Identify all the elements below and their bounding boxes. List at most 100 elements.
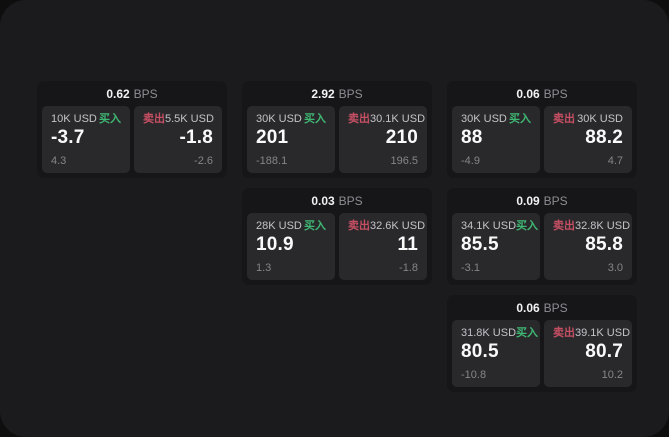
sell-side-tile[interactable]: 卖出 32.8K USD 85.8 3.0 xyxy=(544,213,632,280)
sell-toprow: 卖出 30K USD xyxy=(553,114,623,125)
sell-tag: 卖出 xyxy=(553,113,575,125)
bps-unit-label: BPS xyxy=(543,300,568,315)
buy-tag: 买入 xyxy=(516,220,539,232)
sell-tag: 卖出 xyxy=(553,220,575,232)
bps-header: 2.92 BPS xyxy=(247,81,427,106)
buy-price-value: -3.7 xyxy=(51,127,85,148)
buy-toprow: 30K USD 买入 xyxy=(461,114,531,125)
bps-header: 0.06 BPS xyxy=(452,295,632,320)
buy-tag: 买入 xyxy=(516,327,539,339)
sell-amount-label: 30K USD xyxy=(577,113,623,125)
sell-delta-value: 10.2 xyxy=(601,369,623,381)
buy-delta-value: -3.1 xyxy=(461,262,480,274)
sell-delta-value: 3.0 xyxy=(607,262,623,274)
quote-card-body: 10K USD 买入 -3.7 4.3 卖出 5.5K USD -1.8 -2.… xyxy=(42,106,222,173)
buy-side-tile[interactable]: 31.8K USD 买入 80.5 -10.8 xyxy=(452,320,540,387)
sell-toprow: 卖出 39.1K USD xyxy=(553,327,630,339)
buy-toprow: 30K USD 买入 xyxy=(256,114,326,125)
sell-toprow: 卖出 5.5K USD xyxy=(143,113,214,125)
buy-side-tile[interactable]: 10K USD 买入 -3.7 4.3 xyxy=(42,106,130,173)
buy-amount-label: 30K USD xyxy=(256,113,302,125)
buy-tag: 买入 xyxy=(304,220,326,232)
bps-header: 0.09 BPS xyxy=(452,188,632,213)
buy-delta-value: -10.8 xyxy=(461,369,487,381)
sell-side-tile[interactable]: 卖出 5.5K USD -1.8 -2.6 xyxy=(134,106,222,173)
buy-side-tile[interactable]: 28K USD 买入 10.9 1.3 xyxy=(247,213,335,280)
bps-header: 0.62 BPS xyxy=(42,81,222,106)
buy-amount-label: 30K USD xyxy=(461,113,507,125)
bps-unit-label: BPS xyxy=(543,86,568,101)
buy-delta-value: -4.9 xyxy=(461,155,480,167)
buy-delta-value: -188.1 xyxy=(256,155,288,167)
sell-price-value: -1.8 xyxy=(179,127,213,148)
sell-amount-label: 32.6K USD xyxy=(370,220,426,232)
quote-card-body: 31.8K USD 买入 80.5 -10.8 卖出 39.1K USD 80.… xyxy=(452,320,632,387)
sell-amount-label: 32.8K USD xyxy=(575,220,631,232)
bps-value: 0.06 xyxy=(516,300,540,315)
sell-toprow: 卖出 30.1K USD xyxy=(348,113,425,125)
sell-toprow: 卖出 32.8K USD xyxy=(553,220,630,232)
bps-header: 0.06 BPS xyxy=(452,81,632,106)
buy-toprow: 28K USD 买入 xyxy=(256,221,326,232)
sell-price-value: 80.7 xyxy=(585,341,623,362)
sell-side-tile[interactable]: 卖出 30K USD 88.2 4.7 xyxy=(544,106,632,173)
buy-side-tile[interactable]: 30K USD 买入 88 -4.9 xyxy=(452,106,540,173)
bps-unit-label: BPS xyxy=(543,193,568,208)
quote-card-body: 30K USD 买入 201 -188.1 卖出 30.1K USD 210 1… xyxy=(247,106,427,173)
quote-card-body: 28K USD 买入 10.9 1.3 卖出 32.6K USD 11 -1.8 xyxy=(247,213,427,280)
sell-delta-value: 4.7 xyxy=(607,155,623,167)
sell-side-tile[interactable]: 卖出 30.1K USD 210 196.5 xyxy=(339,106,427,173)
buy-tag: 买入 xyxy=(509,113,531,125)
buy-price-value: 10.9 xyxy=(256,234,294,255)
buy-delta-value: 1.3 xyxy=(256,262,272,274)
buy-price-value: 201 xyxy=(256,127,289,148)
quote-card: 2.92 BPS 30K USD 买入 201 -188.1 卖出 30.1K … xyxy=(242,81,432,178)
sell-amount-label: 39.1K USD xyxy=(575,327,631,339)
sell-delta-value: -1.8 xyxy=(399,262,418,274)
sell-price-value: 88.2 xyxy=(585,127,623,148)
bps-header: 0.03 BPS xyxy=(247,188,427,213)
buy-toprow: 34.1K USD 买入 xyxy=(461,220,538,232)
quote-card-body: 34.1K USD 买入 85.5 -3.1 卖出 32.8K USD 85.8… xyxy=(452,213,632,280)
bps-value: 0.09 xyxy=(516,193,540,208)
bps-value: 2.92 xyxy=(311,86,335,101)
sell-delta-value: -2.6 xyxy=(194,155,213,167)
buy-price-value: 85.5 xyxy=(461,234,499,255)
buy-amount-label: 10K USD xyxy=(51,113,97,125)
buy-price-value: 88 xyxy=(461,127,483,148)
buy-side-tile[interactable]: 34.1K USD 买入 85.5 -3.1 xyxy=(452,213,540,280)
sell-amount-label: 30.1K USD xyxy=(370,113,426,125)
quote-card: 0.03 BPS 28K USD 买入 10.9 1.3 卖出 32.6K US… xyxy=(242,188,432,285)
sell-tag: 卖出 xyxy=(348,220,370,232)
sell-price-value: 210 xyxy=(385,127,418,148)
buy-price-value: 80.5 xyxy=(461,341,499,362)
sell-tag: 卖出 xyxy=(143,113,165,125)
sell-price-value: 11 xyxy=(397,234,418,255)
bps-value: 0.03 xyxy=(311,193,335,208)
buy-delta-value: 4.3 xyxy=(51,155,67,167)
buy-side-tile[interactable]: 30K USD 买入 201 -188.1 xyxy=(247,106,335,173)
sell-side-tile[interactable]: 卖出 39.1K USD 80.7 10.2 xyxy=(544,320,632,387)
bps-value: 0.06 xyxy=(516,86,540,101)
buy-amount-label: 31.8K USD xyxy=(461,327,517,339)
bps-unit-label: BPS xyxy=(338,86,363,101)
buy-toprow: 10K USD 买入 xyxy=(51,114,121,125)
buy-toprow: 31.8K USD 买入 xyxy=(461,327,538,339)
buy-tag: 买入 xyxy=(304,113,326,125)
quote-card-body: 30K USD 买入 88 -4.9 卖出 30K USD 88.2 4.7 xyxy=(452,106,632,173)
quote-card: 0.09 BPS 34.1K USD 买入 85.5 -3.1 卖出 32.8K… xyxy=(447,188,637,285)
quote-card: 0.06 BPS 30K USD 买入 88 -4.9 卖出 30K USD 8… xyxy=(447,81,637,178)
sell-side-tile[interactable]: 卖出 32.6K USD 11 -1.8 xyxy=(339,213,427,280)
bps-unit-label: BPS xyxy=(338,193,363,208)
sell-tag: 卖出 xyxy=(553,327,575,339)
quote-card: 0.06 BPS 31.8K USD 买入 80.5 -10.8 卖出 39.1… xyxy=(447,295,637,392)
sell-delta-value: 196.5 xyxy=(390,155,418,167)
buy-amount-label: 28K USD xyxy=(256,220,302,232)
buy-amount-label: 34.1K USD xyxy=(461,220,517,232)
buy-tag: 买入 xyxy=(99,113,121,125)
bps-unit-label: BPS xyxy=(133,86,158,101)
sell-tag: 卖出 xyxy=(348,113,370,125)
sell-price-value: 85.8 xyxy=(585,234,623,255)
